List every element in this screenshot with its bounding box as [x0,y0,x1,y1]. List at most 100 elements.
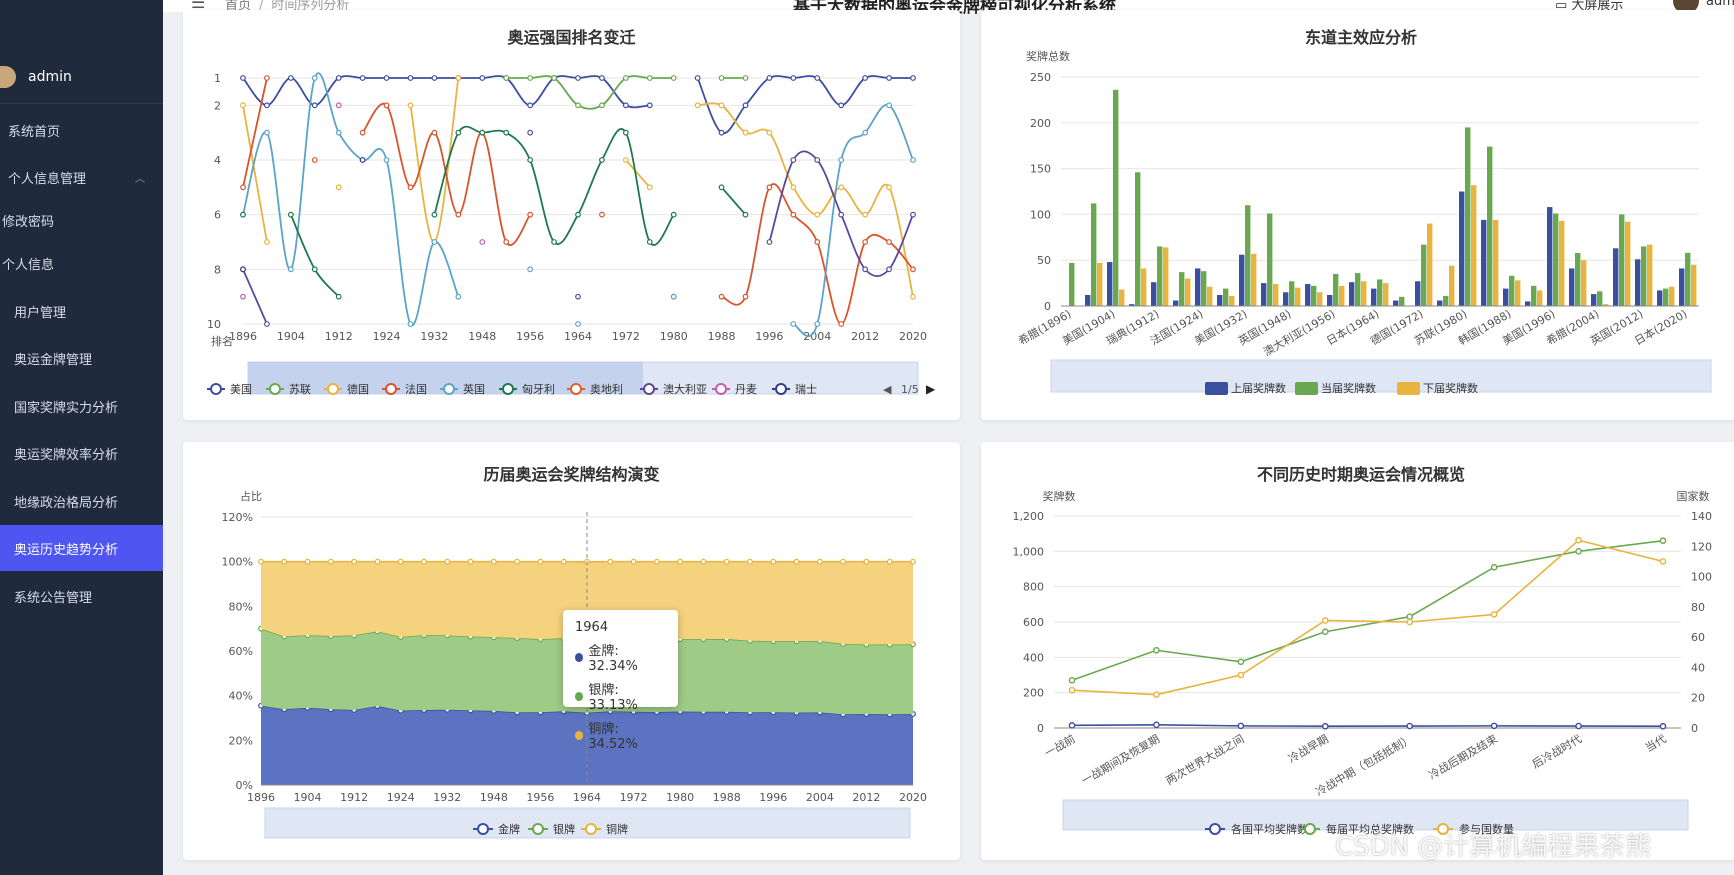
legend-item: 银牌 [528,822,575,836]
series-2 [240,75,916,300]
data-point [383,75,390,81]
sidebar-item-history-trend[interactable]: 奥运历史趋势分析 [0,525,163,571]
data-point [551,75,557,81]
bar [1393,300,1399,306]
tooltip-bronze: 铜牌: 34.52% [588,722,638,752]
x-tick-label: 1980 [660,330,688,343]
data-point [646,102,653,109]
sidebar-item-home[interactable]: 系统首页 [0,107,163,153]
bar [1217,295,1223,306]
data-point [359,129,366,136]
x-tick-label: 1904 [294,791,322,804]
bar [1547,207,1553,306]
bar [1069,262,1075,306]
breadcrumb-home[interactable]: 首页 [225,0,252,13]
sidebar-item-personal-info[interactable]: 个人信息 [0,240,163,286]
data-point [790,75,797,81]
data-point [240,102,246,109]
bar [1113,89,1119,306]
bar [1311,285,1317,306]
tooltip-row-gold: 金牌: 32.34% [575,640,666,674]
data-point [1153,721,1160,729]
sidebar-item-user-management[interactable]: 用户管理 [0,288,163,334]
header-username[interactable]: adm [1706,0,1734,9]
legend-item: 参与国数量 [1433,822,1514,836]
x-tick-label: 1964 [564,330,592,343]
bar [1135,172,1141,306]
y-right-axis-label: 国家数 [1677,489,1710,503]
legend-item: 匈牙利 [499,382,555,396]
data-point [1068,686,1076,694]
data-point [527,75,534,81]
y-tick-label: 1,200 [1013,510,1045,523]
bar [1459,191,1465,306]
data-point [1153,691,1160,698]
sidebar-item-label: 系统首页 [8,124,61,140]
legend-item: 上届奖牌数 [1205,381,1286,395]
data-point [766,75,773,81]
bar [1443,295,1449,306]
legend-marker [1437,823,1449,835]
series-line [1071,539,1664,696]
legend-item: 瑞士 [772,382,817,396]
sidebar-item-personal-info-management[interactable]: 个人信息管理 ︿ [0,154,163,200]
bar [1371,288,1377,306]
y-right-tick-label: 140 [1691,510,1712,523]
bar [1515,280,1521,306]
data-point [793,558,800,565]
data-point [455,293,462,300]
sidebar-item-geopolitics[interactable]: 地缘政治格局分析 [0,478,163,524]
sidebar-item-country-strength[interactable]: 国家奖牌实力分析 [0,383,163,429]
legend-label: 当届奖牌数 [1321,381,1376,395]
bar [1581,260,1587,306]
data-point [886,266,892,273]
data-point [742,293,749,300]
data-point [622,157,629,163]
data-point [700,558,707,565]
sidebar-item-medal-management[interactable]: 奥运金牌管理 [0,335,163,381]
series-line [242,268,268,325]
data-point [646,239,653,245]
bar [1503,288,1509,306]
bar [1597,291,1603,306]
rank-chart-title: 奥运强国排名变迁 [507,28,636,47]
data-point [886,75,892,81]
bar [1239,254,1245,306]
y-tick-label: 1 [214,72,221,85]
host-chart[interactable]: 050100150200250奖牌总数希腊(1896)美国(1904)瑞典(19… [981,10,1734,420]
big-screen-button[interactable]: ▭ 大屏展示 [1555,0,1623,13]
data-point [479,75,486,81]
sidebar-item-change-password[interactable]: 修改密码 [0,197,163,243]
period-chart[interactable]: 0 200 400 600 800 1,000 1,200 0 20 40 60 80 100 120 14… [981,442,1734,860]
data-point [455,211,462,218]
x-tick-label: 1996 [755,330,783,343]
data-point [838,184,845,191]
x-tick-label: 2012 [851,330,879,343]
sidebar-item-medal-efficiency[interactable]: 奥运奖牌效率分析 [0,430,163,476]
bar [1355,273,1361,306]
y-right-tick-label: 100 [1691,571,1712,584]
legend-label: 美国 [230,383,252,396]
bar [1229,295,1235,306]
sidebar-item-announcement-management[interactable]: 系统公告管理 [0,573,163,619]
data-point [862,129,869,136]
data-point [766,184,773,191]
sidebar-user[interactable]: admin [0,50,163,104]
bar [1691,264,1697,306]
y-axis-label: 奖牌数 [1043,489,1076,503]
legend-marker [269,383,281,395]
x-tick-label: 1924 [373,330,401,343]
bar [1437,300,1443,306]
bar [1575,252,1581,306]
data-point [240,266,246,273]
data-point [431,129,438,136]
bar [1141,268,1147,306]
data-point [304,558,311,565]
y-tick-label: 200 [1030,117,1051,130]
legend-swatch [1295,382,1318,395]
bar [1201,271,1207,306]
series-line [721,183,914,325]
menu-fold-icon[interactable]: ☰ [191,0,206,12]
bar [1663,288,1669,306]
